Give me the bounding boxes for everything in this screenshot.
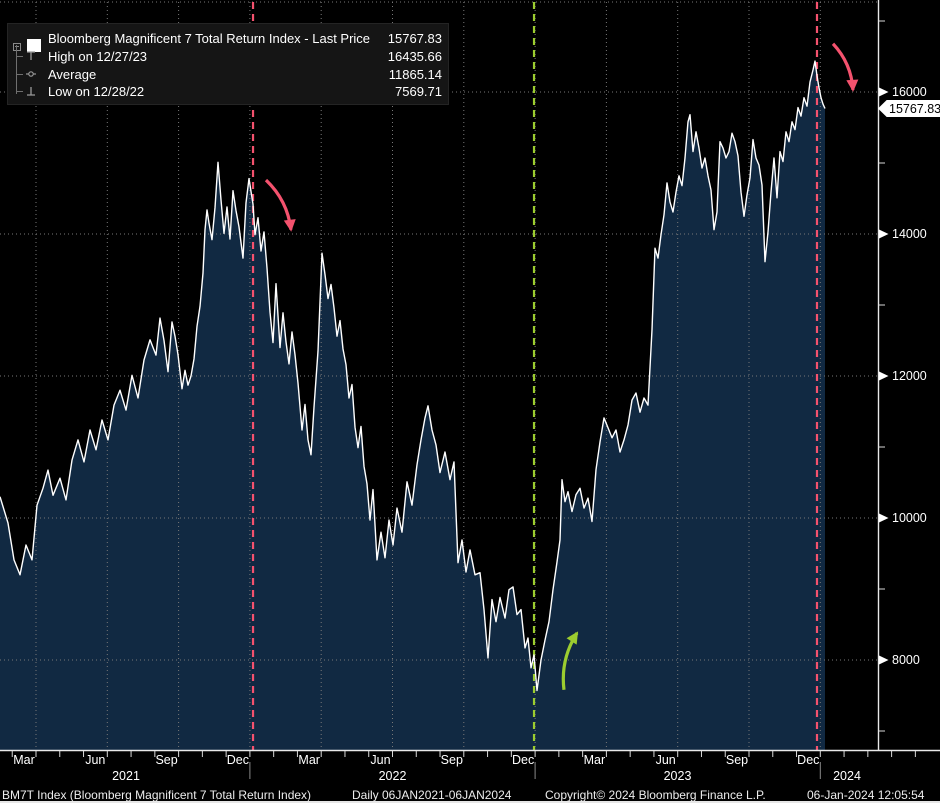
x-axis-year-label: 2023 <box>663 769 692 783</box>
x-axis-year-label: 2022 <box>378 769 407 783</box>
y-axis-tick-label: 10000 <box>892 510 927 525</box>
average-marker-icon <box>26 71 36 77</box>
last-price-flag: 15767.83 <box>878 100 940 117</box>
y-tick-arrow-icon <box>879 513 889 523</box>
legend-tree-stub <box>16 56 23 57</box>
x-axis-year-label: 2021 <box>112 769 140 783</box>
x-axis-month-label: Sep <box>155 753 178 767</box>
y-tick-arrow-icon <box>879 87 889 97</box>
status-copyright-text: Copyright© 2024 Bloomberg Finance L.P. <box>545 788 766 802</box>
x-axis-month-label: Mar <box>583 753 606 767</box>
legend-expander-icon[interactable] <box>13 43 21 51</box>
legend-row-high[interactable]: High on 12/27/23 16435.66 <box>8 48 448 65</box>
series-last-value: 15767.83 <box>387 31 442 46</box>
low-value: 7569.71 <box>395 84 442 99</box>
y-axis-tick-label: 12000 <box>892 368 927 383</box>
high-label: High on 12/27/23 <box>48 49 148 64</box>
y-tick-arrow-icon <box>879 655 889 665</box>
status-ticker-text: BM7T Index (Bloomberg Magnificent 7 Tota… <box>2 788 312 802</box>
high-value: 16435.66 <box>387 49 442 64</box>
legend-tree-stub <box>16 91 23 92</box>
x-axis-month-label: Dec <box>797 753 820 767</box>
x-axis-month-label: Sep <box>725 753 749 767</box>
x-axis-month-label: Sep <box>440 753 463 767</box>
legend-tree-stub <box>16 74 23 75</box>
y-axis-tick-label: 8000 <box>892 652 920 667</box>
low-marker-icon <box>27 87 35 96</box>
bottom-border-line <box>0 801 940 803</box>
price-area <box>0 61 825 751</box>
annotation-arrow-red <box>264 178 296 232</box>
x-axis-month-label: Jun <box>85 753 106 767</box>
annotation-arrow-green <box>561 631 579 691</box>
legend-row-low[interactable]: Low on 12/28/22 7569.71 <box>8 83 448 100</box>
average-label: Average <box>48 67 97 82</box>
x-axis-month-label: Dec <box>511 753 535 767</box>
high-marker-icon <box>27 51 35 60</box>
status-timestamp: 06-Jan-2024 12:05:54 <box>807 788 925 802</box>
series-color-swatch <box>27 39 41 52</box>
price-line <box>0 60 826 692</box>
legend-tree-line <box>16 45 17 94</box>
status-range-text: Daily 06JAN2021-06JAN2024 <box>352 788 512 802</box>
y-axis-tick-label: 16000 <box>892 84 927 99</box>
annotation-arrow-red <box>831 42 859 92</box>
last-price-flag-value: 15767.83 <box>889 101 940 116</box>
legend-row-series[interactable]: Bloomberg Magnificent 7 Total Return Ind… <box>8 30 448 52</box>
x-axis-month-label: Jun <box>655 753 676 767</box>
low-label: Low on 12/28/22 <box>48 84 145 99</box>
y-tick-arrow-icon <box>879 229 889 239</box>
chart-legend[interactable]: Bloomberg Magnificent 7 Total Return Ind… <box>7 23 449 105</box>
x-axis-month-label: Mar <box>13 753 35 767</box>
x-axis-month-label: Mar <box>298 753 320 767</box>
average-value: 11865.14 <box>388 67 442 82</box>
series-label: Bloomberg Magnificent 7 Total Return Ind… <box>48 31 371 46</box>
y-axis-tick-label: 14000 <box>892 226 927 241</box>
x-axis-month-label: Jun <box>370 753 391 767</box>
x-axis-month-label: Dec <box>226 753 250 767</box>
y-tick-arrow-icon <box>879 371 889 381</box>
x-axis-year-label: 2024 <box>833 769 861 783</box>
legend-row-average[interactable]: Average 11865.14 <box>8 66 448 83</box>
